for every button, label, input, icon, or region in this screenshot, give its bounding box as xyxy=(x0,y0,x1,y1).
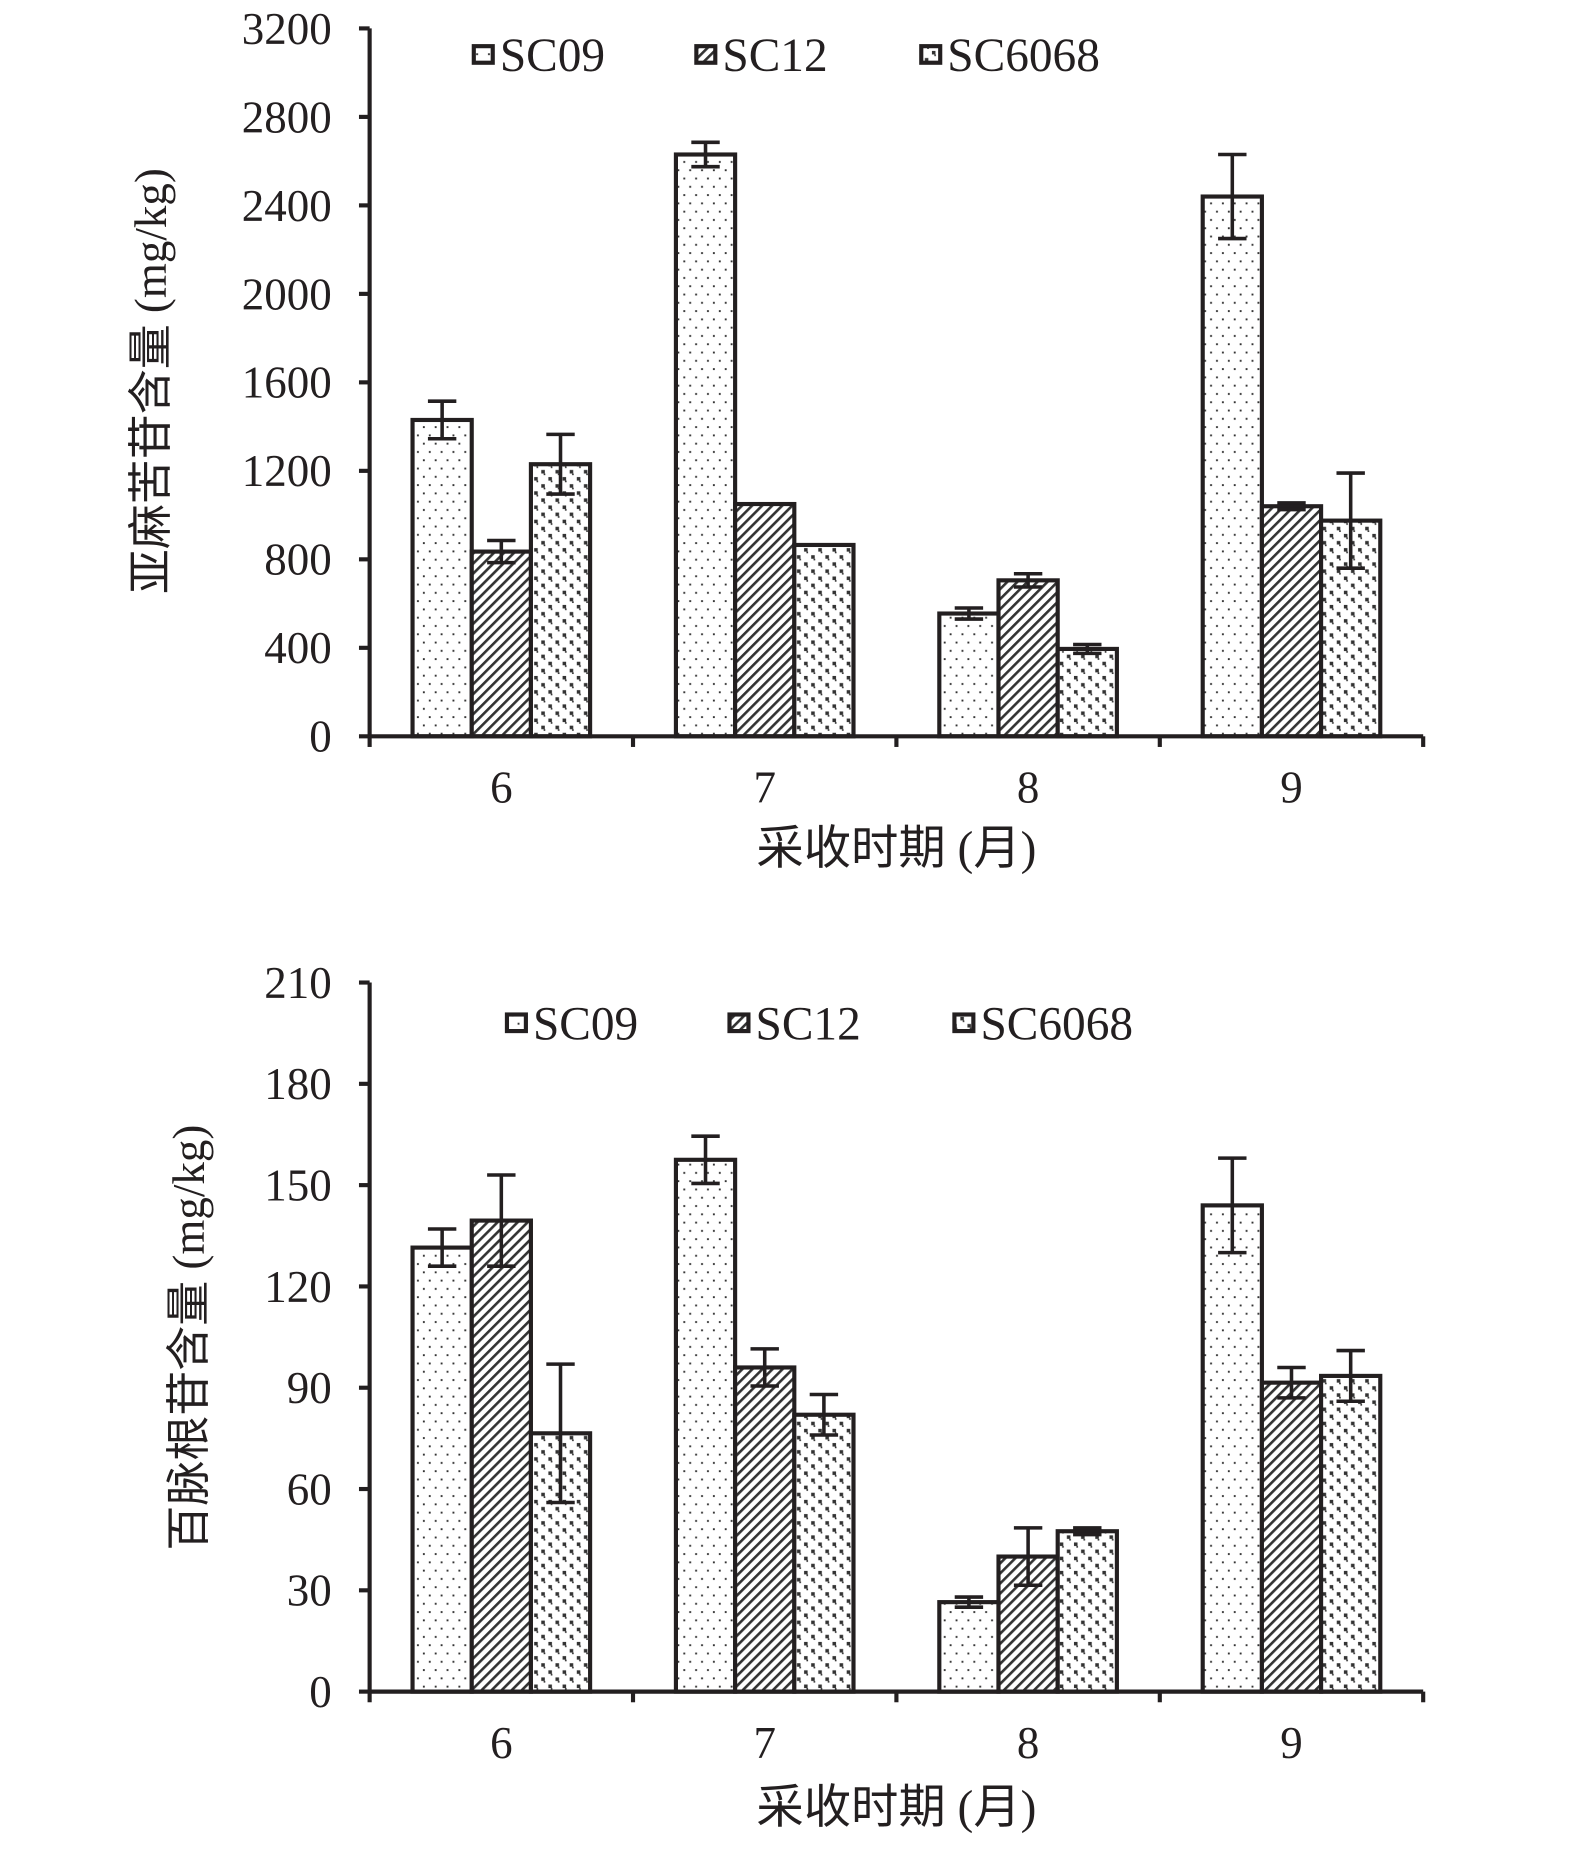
y-tick-label: 3200 xyxy=(242,4,332,54)
bar-SC12-7 xyxy=(733,1365,797,1694)
bar-SC09-6 xyxy=(410,1245,474,1694)
y-tick-label: 210 xyxy=(264,958,331,1008)
bar-SC09-7 xyxy=(673,1157,738,1694)
legend-label-SC09: SC09 xyxy=(533,998,638,1050)
x-axis-label: 采收时期 (月) xyxy=(756,823,1036,875)
legend-label-SC12: SC12 xyxy=(722,30,827,82)
bar-SC6068-8 xyxy=(1055,1529,1119,1694)
bar-SC09-8 xyxy=(937,611,1001,739)
bar-SC6068-6 xyxy=(528,462,593,739)
legend-swatch-SC09 xyxy=(471,44,495,65)
y-tick-label: 0 xyxy=(309,1667,331,1717)
bar-SC09-9 xyxy=(1200,194,1264,739)
x-tick-label: 7 xyxy=(753,763,775,813)
legend-swatch-SC6068 xyxy=(919,44,943,65)
bar-SC6068-8 xyxy=(1055,646,1119,739)
bar-SC6068-9 xyxy=(1319,1373,1383,1694)
legend-label-SC12: SC12 xyxy=(756,998,861,1050)
y-tick-label: 1600 xyxy=(242,358,332,408)
x-tick-label: 6 xyxy=(490,763,512,813)
bar-SC12-7 xyxy=(733,501,797,739)
bar-SC09-6 xyxy=(410,417,474,739)
y-tick-label: 800 xyxy=(264,535,331,585)
x-tick-label: 7 xyxy=(753,1718,775,1768)
y-tick-label: 400 xyxy=(264,623,331,673)
y-tick-label: 180 xyxy=(264,1059,331,1109)
y-tick-label: 150 xyxy=(264,1161,331,1211)
bar-SC6068-7 xyxy=(792,542,856,739)
y-tick-label: 120 xyxy=(264,1262,331,1312)
bar-SC09-9 xyxy=(1200,1203,1264,1694)
legend-label-SC6068: SC6068 xyxy=(947,30,1100,82)
y-tick-label: 90 xyxy=(287,1363,332,1413)
bar-SC12-9 xyxy=(1259,1380,1324,1694)
legend-swatch-SC09 xyxy=(504,1012,528,1034)
bar-SC09-7 xyxy=(673,152,738,739)
y-axis-label: 百脉根苷含量 (mg/kg) xyxy=(164,1125,214,1551)
x-tick-label: 8 xyxy=(1017,1718,1039,1768)
bar-SC09-8 xyxy=(937,1600,1001,1694)
chart-top: 6 7 8 9 0 400 800 1200 1600 2000 2400 2800 3200 亚麻苦苷含… xyxy=(126,4,1426,875)
x-tick-label: 9 xyxy=(1280,1718,1302,1768)
x-axis-label: 采收时期 (月) xyxy=(756,1782,1036,1834)
legend-swatch-SC12 xyxy=(727,1012,751,1034)
y-tick-label: 2800 xyxy=(242,92,332,142)
legend-swatch-SC6068 xyxy=(952,1012,976,1034)
x-tick-label: 6 xyxy=(490,1718,512,1768)
y-tick-label: 30 xyxy=(287,1566,332,1616)
legend-label-SC6068: SC6068 xyxy=(980,998,1133,1050)
y-tick-label: 60 xyxy=(287,1464,332,1514)
bar-SC12-6 xyxy=(469,549,533,739)
bar-SC6068-7 xyxy=(792,1412,856,1694)
y-tick-label: 2400 xyxy=(242,181,332,231)
y-tick-label: 1200 xyxy=(242,446,332,496)
y-axis-label: 亚麻苦苷含量 (mg/kg) xyxy=(126,168,176,594)
legend-label-SC09: SC09 xyxy=(500,30,605,82)
bar-SC12-9 xyxy=(1259,504,1324,739)
y-tick-label: 2000 xyxy=(242,269,332,319)
y-tick-label: 0 xyxy=(309,712,331,762)
x-tick-label: 9 xyxy=(1280,763,1302,813)
bar-SC12-8 xyxy=(996,578,1060,739)
x-tick-label: 8 xyxy=(1017,763,1039,813)
bar-SC12-6 xyxy=(469,1218,533,1694)
legend-swatch-SC12 xyxy=(694,44,718,65)
